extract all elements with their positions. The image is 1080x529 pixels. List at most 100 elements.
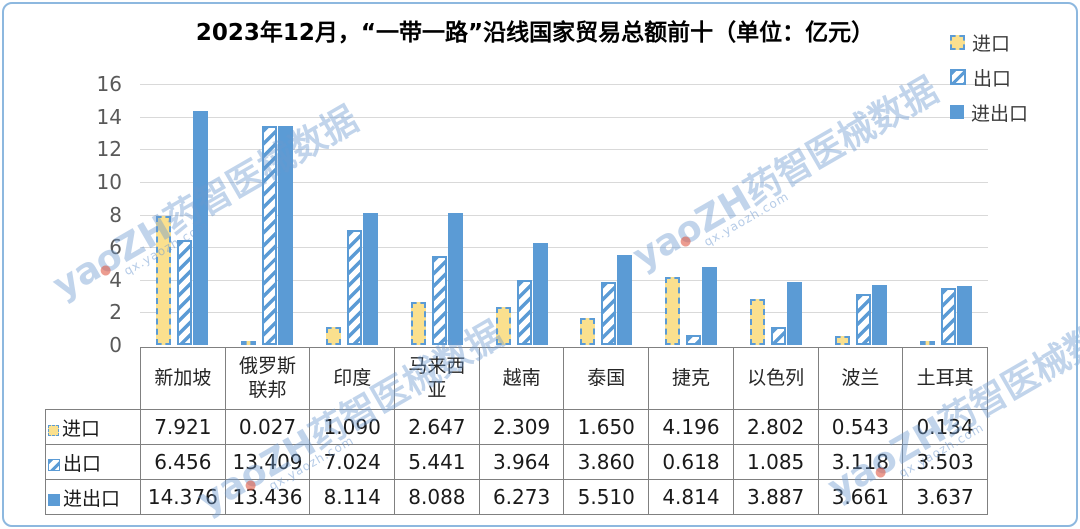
y-tick-label: 14	[96, 104, 122, 129]
table-row-label-import: 进口	[45, 409, 141, 445]
export-swatch-icon	[48, 458, 60, 471]
table-value-cell-import-1: 0.027	[224, 409, 311, 445]
bar-group-8	[818, 84, 903, 345]
bar-group-0	[140, 84, 225, 345]
table-value-cell-export-8: 3.118	[817, 444, 904, 480]
bar-export-2	[346, 230, 362, 345]
table-header-cell-2: 印度	[309, 347, 396, 410]
table-value-cell-import-5: 1.650	[563, 409, 650, 445]
table-header-cell-9: 土耳其	[902, 347, 988, 410]
bar-total-3	[447, 213, 463, 345]
plot-area	[140, 84, 988, 345]
bar-export-0	[177, 239, 193, 345]
table-value-cell-import-6: 4.196	[648, 409, 734, 445]
gridline	[140, 214, 988, 216]
table-value-cell-export-4: 3.964	[478, 444, 565, 480]
bar-import-9	[919, 341, 935, 345]
table-row-total: 进出口 14.376 13.436 8.114 8.088 6.273 5.510 4.814…	[45, 479, 988, 515]
table-row-import: 进口 7.921 0.027 1.090 2.647 2.309 1.650 4.196 2.8…	[45, 409, 988, 445]
import-swatch-icon	[950, 34, 965, 50]
legend-label-import: 进口	[972, 32, 1011, 55]
table-header-cell-5: 泰国	[563, 347, 650, 410]
total-swatch-icon	[950, 105, 964, 119]
table-header-cell-6: 捷克	[648, 347, 734, 410]
bar-export-5	[601, 282, 617, 345]
table-header-cell-0: 新加坡	[140, 347, 226, 410]
bar-total-6	[702, 266, 718, 345]
y-tick-label: 6	[109, 235, 122, 260]
table-value-cell-export-5: 3.860	[563, 444, 650, 480]
table-value-cell-total-0: 14.376	[140, 479, 226, 515]
gridline	[140, 149, 988, 151]
table-value-cell-total-4: 6.273	[478, 479, 565, 515]
bar-export-3	[431, 256, 447, 345]
bar-export-9	[940, 287, 956, 345]
table-value-cell-export-1: 13.409	[224, 444, 311, 480]
table-header-cell-7: 以色列	[732, 347, 819, 410]
table-value-cell-total-7: 3.887	[732, 479, 819, 515]
gridline	[140, 312, 988, 314]
table-header-cell-1: 俄罗斯联邦	[224, 347, 311, 410]
table-value-cell-total-1: 13.436	[224, 479, 311, 515]
y-tick-label: 0	[109, 333, 122, 357]
table-value-cell-export-7: 1.085	[732, 444, 819, 480]
y-tick-label: 8	[109, 202, 122, 227]
data-table: 新加坡 俄罗斯联邦 印度 马来西亚 越南 泰国 捷克 以色列 波兰 土耳其进口 7.921 0.027…	[45, 347, 988, 515]
bar-group-3	[394, 84, 479, 345]
table-value-cell-import-4: 2.309	[478, 409, 565, 445]
export-swatch-icon	[950, 69, 966, 85]
bar-import-1	[241, 341, 257, 345]
bar-import-2	[325, 327, 341, 345]
legend-item-import: 进口	[950, 32, 1028, 55]
bar-export-8	[855, 294, 871, 345]
gridline	[140, 116, 988, 118]
table-value-cell-import-3: 2.647	[394, 409, 480, 445]
import-swatch-icon	[48, 424, 59, 436]
table-value-cell-total-3: 8.088	[394, 479, 480, 515]
legend-label-export: 出口	[973, 67, 1012, 90]
gridline	[140, 84, 988, 85]
table-value-cell-import-0: 7.921	[140, 409, 226, 445]
table-value-cell-total-8: 3.661	[817, 479, 904, 515]
bar-total-1	[278, 125, 294, 345]
y-tick-label: 16	[96, 72, 122, 96]
bar-export-1	[262, 126, 278, 345]
table-value-cell-export-6: 0.618	[648, 444, 734, 480]
chart-legend: 进口 出口 进出口	[950, 32, 1028, 137]
bar-group-5	[564, 84, 649, 345]
bar-import-0	[156, 215, 172, 345]
y-tick-label: 2	[109, 300, 122, 325]
gridline	[140, 279, 988, 281]
bar-total-5	[617, 255, 633, 345]
table-header-cell-8: 波兰	[817, 347, 904, 410]
y-tick-label: 4	[109, 267, 122, 292]
total-swatch-icon	[48, 493, 60, 506]
table-value-cell-total-5: 5.510	[563, 479, 650, 515]
bar-total-4	[532, 242, 548, 345]
table-value-cell-total-2: 8.114	[309, 479, 396, 515]
table-row-export: 出口 6.456 13.409 7.024 5.441 3.964 3.860 0.618 1.…	[45, 444, 988, 480]
bar-group-7	[734, 84, 819, 345]
bar-import-4	[495, 307, 511, 345]
legend-item-total: 进出口	[950, 102, 1028, 125]
gridline	[140, 181, 988, 183]
bar-group-6	[649, 84, 734, 345]
legend-item-export: 出口	[950, 67, 1028, 90]
row-label-text: 进出口	[63, 487, 121, 510]
bar-import-7	[749, 299, 765, 345]
table-row-label-total: 进出口	[45, 479, 141, 515]
row-label-text: 进口	[62, 417, 101, 440]
legend-label-total: 进出口	[971, 102, 1029, 125]
y-tick-label: 12	[96, 137, 122, 162]
bar-group-1	[225, 84, 310, 345]
bar-total-9	[956, 285, 972, 345]
bar-group-9	[903, 84, 988, 345]
table-row-label-export: 出口	[45, 444, 141, 480]
chart-title: 2023年12月，“一带一路”沿线国家贸易总额前十（单位：亿元）	[195, 20, 875, 46]
gridline	[140, 247, 988, 249]
bar-total-0	[193, 110, 209, 345]
bar-export-7	[770, 327, 786, 345]
table-value-cell-total-6: 4.814	[648, 479, 734, 515]
bar-total-8	[871, 285, 887, 345]
table-header-row: 新加坡 俄罗斯联邦 印度 马来西亚 越南 泰国 捷克 以色列 波兰 土耳其	[46, 347, 988, 410]
